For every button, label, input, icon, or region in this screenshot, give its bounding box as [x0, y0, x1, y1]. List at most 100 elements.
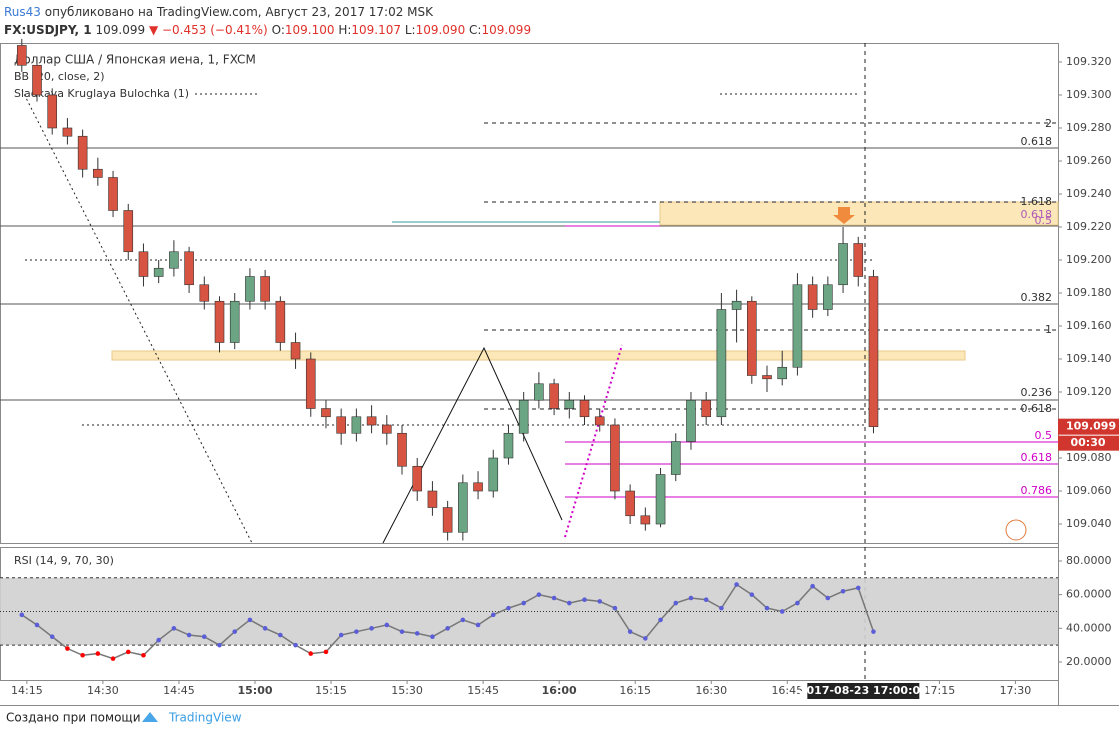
fib-label: 2	[1045, 117, 1052, 130]
symbol: FX:USDJPY, 1	[4, 23, 92, 37]
candle-body	[731, 300, 742, 310]
rsi-point	[308, 651, 314, 656]
x-tick-label: 14:15	[11, 684, 43, 697]
logo	[142, 712, 158, 722]
x-tick-label: 15:45	[467, 684, 499, 697]
rsi-point	[719, 605, 724, 611]
candle-body	[138, 251, 149, 277]
rsi-point	[825, 595, 831, 601]
y-tick-label: 109.120	[1066, 385, 1112, 398]
rsi-point	[810, 583, 815, 589]
rsi-point	[338, 632, 344, 638]
candle-body	[549, 383, 559, 409]
crosshair-box	[807, 683, 920, 699]
pattern	[382, 346, 563, 544]
footer-brand[interactable]: TradingView	[168, 711, 242, 725]
candle-body	[564, 399, 575, 409]
rsi-point	[764, 605, 770, 611]
rsi-point	[795, 600, 800, 606]
event-icon[interactable]	[1005, 519, 1027, 541]
axes: 109.040109.060109.080109.100109.120109.1…	[11, 55, 1111, 697]
arrow	[833, 207, 855, 224]
fib-label: 0.5	[1035, 214, 1053, 227]
price-tag-label: 109.099	[1066, 420, 1116, 433]
x-tick-label: 16:30	[695, 684, 727, 697]
rsi-point	[19, 612, 25, 618]
author[interactable]: Rus43	[4, 5, 41, 19]
rsi-point	[506, 605, 511, 611]
rsi-point	[293, 642, 298, 648]
ohlc-key: L:	[404, 23, 416, 37]
x-tick-label: 17:15	[924, 684, 956, 697]
legend-indicator: Sladkaya Kruglaya Bulochka (1)	[14, 87, 189, 100]
candle-body	[397, 432, 407, 467]
candle-body	[336, 416, 346, 434]
crosshair-label: 2017-08-23 17:00:00	[799, 684, 928, 697]
candle-body	[321, 408, 331, 418]
candle-body	[93, 168, 103, 178]
footer-text: Создано при помощи	[6, 711, 141, 725]
candle-body	[16, 45, 27, 66]
rsi-point	[567, 600, 572, 606]
candle-body	[427, 490, 438, 508]
fib-label: 0.618	[1021, 135, 1053, 148]
x-tick-label: 15:15	[315, 684, 347, 697]
candle-body	[640, 515, 651, 525]
rsi-point	[551, 595, 557, 601]
header: Rus43 опубликовано на TradingView.com, А…	[4, 3, 531, 39]
candle-body	[229, 300, 240, 343]
rsi-point	[871, 629, 876, 634]
candle-body	[762, 375, 772, 380]
candle-body	[351, 416, 362, 434]
candle-body	[853, 243, 864, 277]
candle-body	[47, 94, 58, 129]
rsi-point	[201, 634, 207, 640]
fib-label: 1.618	[1021, 195, 1053, 208]
countdown: 00:30	[1070, 436, 1105, 449]
price-tag	[1058, 418, 1119, 435]
rsi-point	[34, 622, 40, 628]
rsi-point	[703, 597, 709, 602]
candle-body	[534, 383, 544, 401]
ohlc-value: 109.107	[351, 23, 402, 37]
ohlc-value: 109.090	[415, 23, 466, 37]
footer: Создано при помощи TradingView	[6, 711, 242, 725]
candle-body	[32, 64, 42, 96]
candle-body	[716, 309, 727, 418]
rsi-point	[323, 649, 329, 655]
fib-label: 0.618	[1021, 451, 1053, 464]
y-tick-label: 109.320	[1066, 55, 1112, 68]
candle-body	[838, 243, 848, 286]
candle-body	[169, 251, 179, 269]
candle-body	[777, 366, 788, 380]
ohlc-key: H:	[338, 23, 352, 37]
rsi-point	[384, 622, 390, 628]
rsi-point	[521, 600, 526, 606]
legend-indicator: BB (20, close, 2)	[14, 70, 105, 83]
x-tick-label: 16:45	[771, 684, 803, 697]
candle-body	[245, 276, 255, 302]
rsi-point	[673, 600, 679, 606]
rsi-point	[658, 617, 663, 623]
rsi-point	[840, 588, 846, 594]
x-tick-label: 14:30	[87, 684, 119, 697]
candle-body	[518, 399, 529, 434]
rsi-point	[156, 637, 161, 643]
rsi-point	[262, 626, 268, 631]
rsi-title: RSI (14, 9, 70, 30)	[14, 554, 114, 567]
y-tick-label: 109.240	[1066, 187, 1112, 200]
rsi-point	[369, 626, 374, 631]
candle-body	[823, 284, 833, 310]
fib-labels: 2 0.618 1.618 0.618 0.5 0.382 1 0.236 0.…	[1021, 117, 1053, 497]
candle-body	[214, 300, 225, 343]
fib-dashed	[484, 122, 1058, 410]
rsi-point	[95, 651, 101, 656]
zone	[111, 350, 966, 361]
rsi-point	[430, 634, 435, 640]
legend-title: Доллар США / Японская иена, 1, FXCM	[14, 53, 256, 67]
y-tick-label: 40.0000	[1066, 621, 1112, 634]
rsi-point	[627, 629, 633, 634]
published: опубликовано на TradingView.com, Август …	[44, 5, 434, 19]
